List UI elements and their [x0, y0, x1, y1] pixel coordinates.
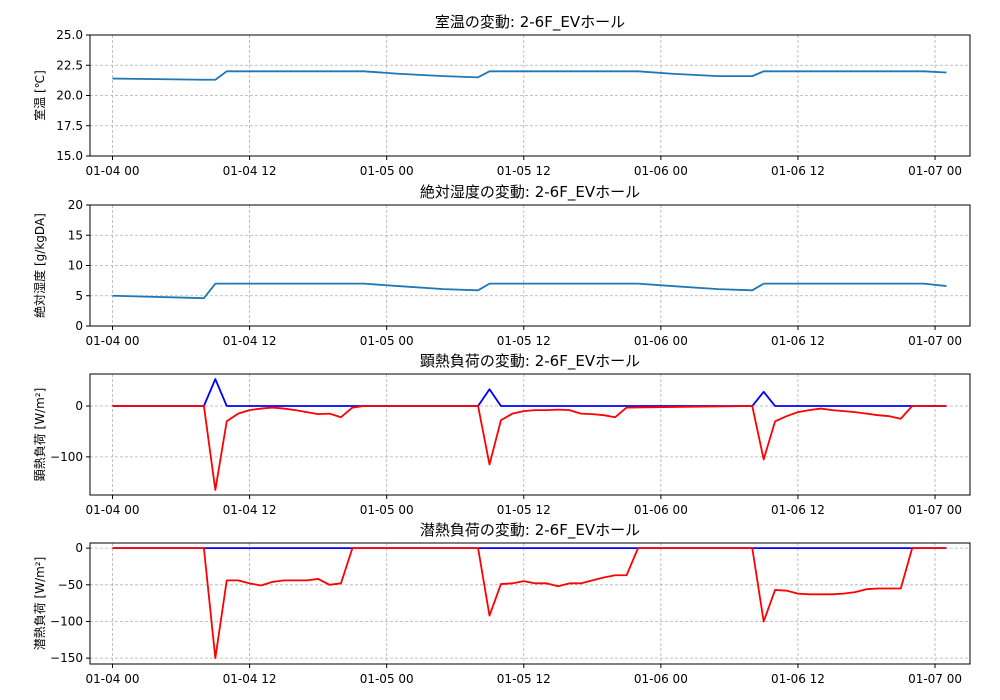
series-line-1 [112, 547, 947, 660]
x-tick-label: 01-07 00 [908, 164, 962, 178]
y-tick-label: 0 [75, 399, 83, 413]
y-tick-label: −50 [58, 578, 83, 592]
y-tick-label: −100 [50, 614, 83, 628]
y-axis-label: 絶対湿度 [g/kgDA] [32, 213, 47, 318]
x-tick-label: 01-07 00 [908, 503, 962, 517]
x-tick-label: 01-06 12 [771, 672, 825, 686]
x-tick-label: 01-06 00 [634, 503, 688, 517]
x-tick-label: 01-06 00 [634, 334, 688, 348]
y-axis-label: 室温 [℃] [32, 70, 47, 121]
y-tick-label: −150 [50, 651, 83, 665]
x-tick-label: 01-04 12 [223, 334, 277, 348]
x-tick-label: 01-07 00 [908, 672, 962, 686]
y-tick-label: 0 [75, 541, 83, 555]
plot-frame [89, 373, 971, 496]
chart-title: 潜熱負荷の変動: 2-6F_EVホール [420, 521, 640, 540]
x-tick-label: 01-04 00 [86, 503, 140, 517]
x-tick-label: 01-04 12 [223, 503, 277, 517]
x-tick-label: 01-05 00 [360, 334, 414, 348]
x-tick-label: 01-06 00 [634, 672, 688, 686]
x-tick-label: 01-05 00 [360, 164, 414, 178]
x-tick-label: 01-04 12 [223, 672, 277, 686]
x-tick-label: 01-05 12 [497, 503, 551, 517]
y-tick-label: 25.0 [56, 28, 83, 42]
chart-title: 顕熱負荷の変動: 2-6F_EVホール [420, 352, 640, 371]
y-tick-label: 10 [68, 259, 83, 273]
y-tick-label: 17.5 [56, 119, 83, 133]
x-tick-label: 01-06 00 [634, 164, 688, 178]
chart-title: 室温の変動: 2-6F_EVホール [435, 13, 625, 32]
panel-latent-heat-load: 潜熱負荷の変動: 2-6F_EVホール 01-04 00 01-04 12 01-05… [33, 521, 971, 686]
x-tick-label: 01-05 12 [497, 164, 551, 178]
y-tick-label: 20.0 [56, 89, 83, 103]
x-tick-label: 01-05 00 [360, 503, 414, 517]
panel-room-temperature: 室温の変動: 2-6F_EVホール 01-04 00 01-04 12 01-05 0… [32, 13, 971, 178]
y-tick-label: −100 [50, 450, 83, 464]
x-tick-label: 01-05 12 [497, 334, 551, 348]
x-tick-label: 01-05 12 [497, 672, 551, 686]
y-axis-label: 顕熱負荷 [W/m²] [33, 388, 47, 482]
x-tick-label: 01-04 00 [86, 672, 140, 686]
y-tick-label: 5 [75, 289, 83, 303]
series-line-0 [112, 70, 947, 81]
y-tick-label: 15 [68, 228, 83, 242]
y-axis-label: 潜熱負荷 [W/m²] [33, 557, 47, 651]
x-tick-label: 01-04 00 [86, 164, 140, 178]
x-tick-label: 01-06 12 [771, 164, 825, 178]
series-line-0 [112, 378, 947, 407]
x-tick-label: 01-04 00 [86, 334, 140, 348]
x-tick-label: 01-06 12 [771, 503, 825, 517]
y-tick-label: 15.0 [56, 149, 83, 163]
x-tick-label: 01-06 12 [771, 334, 825, 348]
plot-frame [89, 542, 971, 665]
y-tick-label: 22.5 [56, 58, 83, 72]
chart-title: 絶対湿度の変動: 2-6F_EVホール [420, 183, 640, 202]
series-line-1 [112, 405, 947, 491]
y-tick-label: 20 [68, 198, 83, 212]
x-tick-label: 01-04 12 [223, 164, 277, 178]
panel-sensible-heat-load: 顕熱負荷の変動: 2-6F_EVホール 01-04 00 01-04 12 01-05… [33, 352, 971, 517]
x-tick-label: 01-07 00 [908, 334, 962, 348]
panel-absolute-humidity: 絶対湿度の変動: 2-6F_EVホール 01-04 00 01-04 12 01-05… [32, 183, 971, 348]
x-tick-label: 01-05 00 [360, 672, 414, 686]
series-line-0 [112, 282, 947, 300]
y-tick-label: 0 [75, 319, 83, 333]
